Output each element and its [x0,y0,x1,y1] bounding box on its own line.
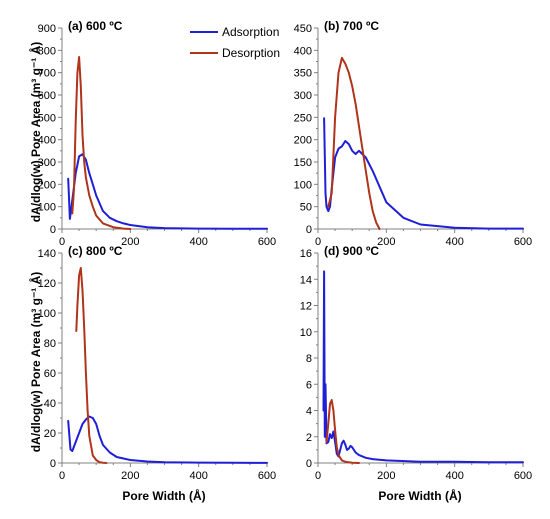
series-desorption-d [325,399,360,464]
series-desorption-c [75,267,108,464]
y-tick-label-a-3: 300 [38,157,56,169]
y-tick-label-c-2: 40 [44,398,56,410]
y-tick-label-a-1: 100 [38,202,56,214]
y-tick-label-c-5: 100 [38,308,56,320]
x-tick-label-d-0: 0 [315,470,321,482]
y-tick-label-d-2: 4 [306,406,312,418]
y-tick-label-b-4: 200 [294,135,312,147]
x-tick-label-c-1: 200 [121,470,139,482]
panel-title-c: (c) 800 ºC [68,244,123,258]
y-tick-label-a-2: 200 [38,179,56,191]
y-tick-label-c-4: 80 [44,338,56,350]
y-tick-label-d-4: 8 [306,353,312,365]
x-tick-label-a-0: 0 [59,236,65,248]
series-adsorption-c [67,415,268,464]
x-tick-label-d-2: 400 [445,470,463,482]
x-tick-label-c-3: 600 [258,470,276,482]
y-tick-label-c-3: 60 [44,368,56,380]
y-tick-label-a-8: 800 [38,45,56,57]
series-desorption-a [71,56,132,230]
x-tick-label-d-1: 200 [377,470,395,482]
y-tick-label-a-0: 0 [50,224,56,236]
y-tick-label-b-8: 400 [294,45,312,57]
y-tick-label-b-1: 50 [300,202,312,214]
x-tick-label-b-2: 400 [445,236,463,248]
series-adsorption-d [322,270,524,464]
x-tick-label-a-2: 400 [189,236,207,248]
x-tick-label-c-2: 400 [189,470,207,482]
x-tick-label-d-3: 600 [514,470,532,482]
legend: Adsorption Desorption [190,25,280,60]
panel-a: 0 100 200 300 400 500 600 700 800 900 0 200 400 600 (a… [38,19,277,248]
panel-c: 0 20 40 60 80 100 120 140 0 200 400 600 (c) 800 ºC [38,244,277,482]
y-tick-label-d-0: 0 [306,458,312,470]
y-tick-label-c-0: 0 [50,458,56,470]
y-tick-label-b-5: 250 [294,112,312,124]
x-axis-label-right: Pore Width (Å) [378,488,461,503]
y-tick-label-d-6: 12 [300,301,312,313]
y-tick-label-c-7: 140 [38,248,56,260]
y-axis-label-top: dA/dlog(w) Pore Area (m³ g⁻¹ Å) [28,42,43,223]
x-tick-label-b-3: 600 [514,236,532,248]
y-tick-label-b-2: 100 [294,179,312,191]
y-tick-label-a-4: 400 [38,135,56,147]
series-desorption-b [327,56,381,230]
x-tick-label-b-0: 0 [315,236,321,248]
y-tick-label-b-6: 300 [294,90,312,102]
y-tick-label-b-7: 350 [294,68,312,80]
x-tick-label-b-1: 200 [377,236,395,248]
y-tick-label-d-5: 10 [300,327,312,339]
panel-title-b: (b) 700 ºC [324,19,379,33]
series-adsorption-b [323,117,524,230]
y-axis-label-bottom: dA/dlog(w) Pore Area (m³ g⁻¹ Å) [28,272,43,453]
y-tick-label-c-6: 120 [38,278,56,290]
panel-b: 0 50 100 150 200 250 300 350 400 450 0 200 400 600 (b)… [294,19,533,248]
y-tick-label-d-3: 6 [306,379,312,391]
series-adsorption-a [67,153,268,230]
y-tick-label-b-9: 450 [294,23,312,35]
legend-desorption-label: Desorption [222,46,280,60]
y-tick-label-a-5: 500 [38,112,56,124]
x-axis-label-left: Pore Width (Å) [122,488,205,503]
y-tick-label-d-8: 16 [300,248,312,260]
y-tick-label-a-7: 700 [38,68,56,80]
x-tick-label-a-1: 200 [121,236,139,248]
y-tick-label-d-1: 2 [306,432,312,444]
y-tick-label-c-1: 20 [44,428,56,440]
y-tick-label-b-3: 150 [294,157,312,169]
x-tick-label-c-0: 0 [59,470,65,482]
y-tick-label-a-6: 600 [38,90,56,102]
x-tick-label-a-3: 600 [258,236,276,248]
legend-adsorption-label: Adsorption [222,25,279,39]
panel-title-d: (d) 900 ºC [324,244,379,258]
panel-title-a: (a) 600 ºC [68,19,123,33]
panel-d: 0 2 4 6 8 10 12 14 16 0 200 400 600 (d) 900 ºC [300,244,532,482]
y-tick-label-d-7: 14 [300,274,312,286]
y-tick-label-a-9: 900 [38,23,56,35]
y-tick-label-b-0: 0 [306,224,312,236]
